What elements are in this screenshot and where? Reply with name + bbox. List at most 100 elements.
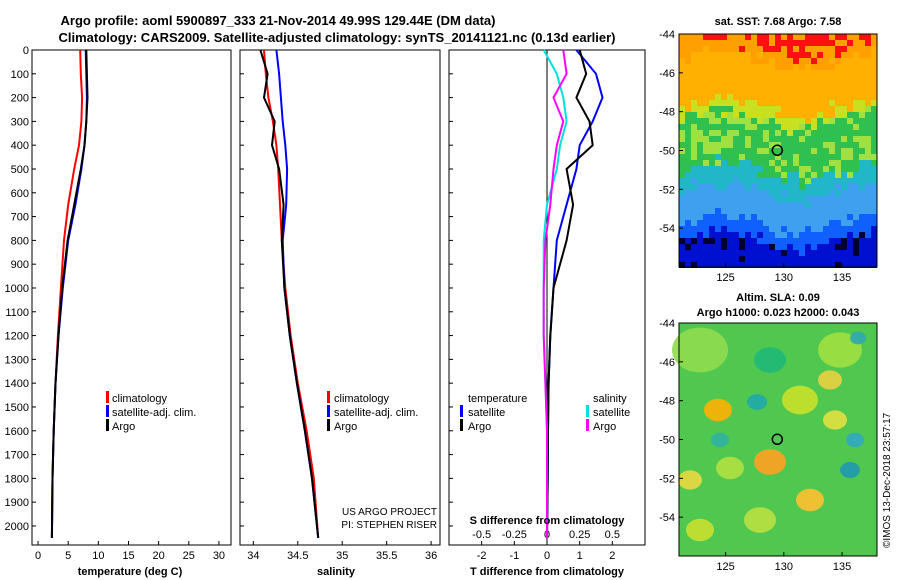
sst-cell	[757, 118, 763, 124]
sst-cell	[757, 34, 763, 40]
sst-cell	[757, 190, 763, 196]
sst-cell	[841, 70, 847, 76]
sst-cell	[847, 40, 853, 46]
legend-temp-argo-swatch	[460, 419, 463, 431]
sst-cell	[865, 58, 871, 64]
sst-cell	[817, 124, 823, 130]
sst-cell	[775, 136, 781, 142]
sst-cell	[865, 136, 871, 142]
sst-cell	[775, 178, 781, 184]
sst-cell	[865, 232, 871, 238]
sst-cell	[745, 184, 751, 190]
sst-cell	[805, 34, 811, 40]
sst-cell	[853, 112, 859, 118]
sst-cell	[697, 52, 703, 58]
sst-cell	[745, 166, 751, 172]
sst-cell	[847, 184, 853, 190]
sst-cell	[835, 40, 841, 46]
sst-cell	[703, 82, 709, 88]
depth-tick-label: 400	[11, 140, 29, 152]
sst-cell	[829, 148, 835, 154]
sst-cell	[751, 256, 757, 262]
sst-cell	[835, 238, 841, 244]
sst-cell	[871, 46, 877, 52]
sst-cell	[835, 76, 841, 82]
sst-cell	[787, 106, 793, 112]
sst-cell	[823, 34, 829, 40]
sst-cell	[841, 34, 847, 40]
sst-cell	[763, 172, 769, 178]
sst-cell	[835, 94, 841, 100]
sst-cell	[859, 232, 865, 238]
sst-cell	[679, 124, 685, 130]
map-x-tick-label: 135	[833, 561, 851, 573]
sst-cell	[799, 214, 805, 220]
sst-cell	[703, 124, 709, 130]
sst-cell	[751, 34, 757, 40]
sst-cell	[787, 196, 793, 202]
sst-cell	[739, 136, 745, 142]
sst-cell	[685, 250, 691, 256]
sst-cell	[727, 106, 733, 112]
x-tick-label: 0	[544, 550, 550, 562]
sst-cell	[829, 160, 835, 166]
sst-cell	[835, 226, 841, 232]
sst-cell	[733, 220, 739, 226]
sst-cell	[679, 250, 685, 256]
sst-cell	[817, 256, 823, 262]
sst-cell	[787, 112, 793, 118]
x-tick-label: 34	[247, 550, 259, 562]
sst-cell	[853, 52, 859, 58]
sst-cell	[703, 70, 709, 76]
sst-cell	[745, 160, 751, 166]
sst-cell	[781, 160, 787, 166]
sst-cell	[733, 250, 739, 256]
sst-cell	[811, 112, 817, 118]
sst-cell	[817, 226, 823, 232]
sst-cell	[757, 124, 763, 130]
sst-cell	[799, 184, 805, 190]
sst-cell	[679, 184, 685, 190]
sst-cell	[835, 112, 841, 118]
sst-cell	[679, 262, 685, 268]
sst-cell	[865, 124, 871, 130]
sst-cell	[721, 154, 727, 160]
sst-cell	[685, 118, 691, 124]
sla-anomaly-blob	[846, 432, 864, 448]
sst-cell	[799, 100, 805, 106]
sst-cell	[787, 40, 793, 46]
sst-cell	[745, 40, 751, 46]
sst-cell	[847, 160, 853, 166]
sst-cell	[763, 220, 769, 226]
sst-cell	[685, 112, 691, 118]
sst-cell	[823, 232, 829, 238]
depth-tick-label: 200	[11, 93, 29, 105]
sst-cell	[697, 88, 703, 94]
sst-cell	[805, 160, 811, 166]
sst-cell	[721, 256, 727, 262]
legend-satellite-swatch	[106, 405, 109, 417]
sst-cell	[721, 106, 727, 112]
sst-cell	[757, 64, 763, 70]
sst-cell	[721, 190, 727, 196]
sst-cell	[871, 178, 877, 184]
sst-cell	[793, 184, 799, 190]
sst-cell	[715, 46, 721, 52]
sst-cell	[781, 226, 787, 232]
sst-cell	[703, 172, 709, 178]
sst-cell	[835, 88, 841, 94]
sst-cell	[811, 52, 817, 58]
legend-sal-argo-label: Argo	[593, 421, 616, 433]
sst-cell	[769, 190, 775, 196]
sst-cell	[787, 124, 793, 130]
sst-cell	[781, 136, 787, 142]
sst-cell	[685, 88, 691, 94]
sst-cell	[679, 76, 685, 82]
sst-cell	[697, 130, 703, 136]
sst-cell	[709, 124, 715, 130]
difference-xlabel: T difference from climatology	[470, 566, 625, 578]
sst-cell	[787, 166, 793, 172]
sla-anomaly-blob	[823, 410, 847, 430]
sst-cell	[841, 64, 847, 70]
sst-cell	[853, 76, 859, 82]
